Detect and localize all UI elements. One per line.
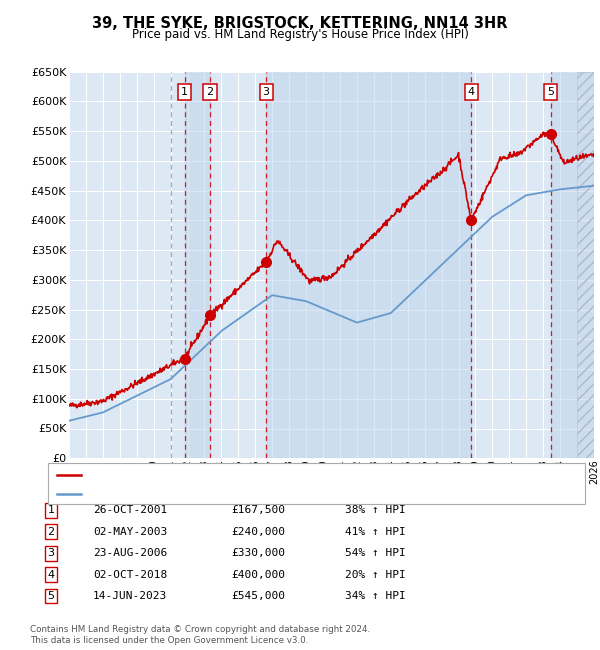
Text: £330,000: £330,000	[231, 548, 285, 558]
Text: 5: 5	[547, 87, 554, 98]
Text: 4: 4	[467, 87, 475, 98]
Bar	[551, 72, 594, 458]
Text: Contains HM Land Registry data © Crown copyright and database right 2024.
This d: Contains HM Land Registry data © Crown c…	[30, 625, 370, 645]
Text: 2: 2	[47, 526, 55, 537]
Text: 14-JUN-2023: 14-JUN-2023	[93, 591, 167, 601]
Text: 02-MAY-2003: 02-MAY-2003	[93, 526, 167, 537]
Text: 39, THE SYKE, BRIGSTOCK, KETTERING, NN14 3HR (detached house): 39, THE SYKE, BRIGSTOCK, KETTERING, NN14…	[85, 470, 427, 480]
Text: 1: 1	[181, 87, 188, 98]
Bar	[185, 72, 210, 458]
Text: 34% ↑ HPI: 34% ↑ HPI	[345, 591, 406, 601]
Text: 39, THE SYKE, BRIGSTOCK, KETTERING, NN14 3HR: 39, THE SYKE, BRIGSTOCK, KETTERING, NN14…	[92, 16, 508, 31]
Text: 38% ↑ HPI: 38% ↑ HPI	[345, 505, 406, 515]
Text: 1: 1	[47, 505, 55, 515]
Text: £545,000: £545,000	[231, 591, 285, 601]
Text: 2: 2	[206, 87, 214, 98]
Text: 26-OCT-2001: 26-OCT-2001	[93, 505, 167, 515]
Text: £400,000: £400,000	[231, 569, 285, 580]
Text: HPI: Average price, detached house, North Northamptonshire: HPI: Average price, detached house, Nort…	[85, 489, 391, 499]
Text: 3: 3	[263, 87, 269, 98]
Text: £240,000: £240,000	[231, 526, 285, 537]
Bar	[266, 72, 471, 458]
Text: 3: 3	[47, 548, 55, 558]
Text: £167,500: £167,500	[231, 505, 285, 515]
Text: 23-AUG-2006: 23-AUG-2006	[93, 548, 167, 558]
Text: 54% ↑ HPI: 54% ↑ HPI	[345, 548, 406, 558]
Text: 5: 5	[47, 591, 55, 601]
Text: 20% ↑ HPI: 20% ↑ HPI	[345, 569, 406, 580]
Text: 02-OCT-2018: 02-OCT-2018	[93, 569, 167, 580]
Text: 41% ↑ HPI: 41% ↑ HPI	[345, 526, 406, 537]
Text: 4: 4	[47, 569, 55, 580]
Text: Price paid vs. HM Land Registry's House Price Index (HPI): Price paid vs. HM Land Registry's House …	[131, 28, 469, 41]
